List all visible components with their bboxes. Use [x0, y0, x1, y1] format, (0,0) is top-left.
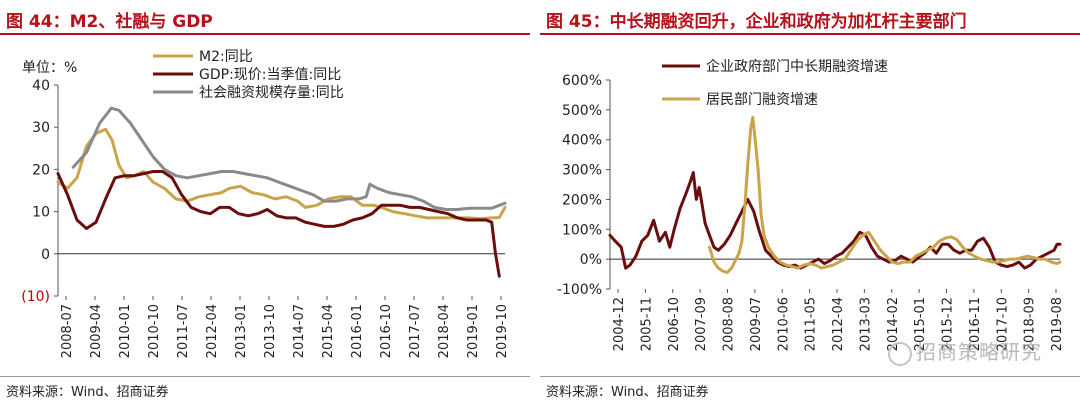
- right-title-rule: [540, 33, 1080, 35]
- x-tick-label: 2007-09: [694, 297, 709, 351]
- legend-label: 社会融资规模存量:同比: [199, 85, 344, 101]
- x-tick-label: 2013-01: [234, 304, 249, 358]
- left-source-rule: [0, 376, 530, 377]
- y-tick-label: (10): [21, 289, 50, 305]
- wechat-icon: [888, 341, 912, 366]
- left-chart-title: 图 44：M2、社融与 GDP: [6, 12, 213, 32]
- x-tick-label: 2015-01: [913, 297, 928, 351]
- legend-label: M2:同比: [199, 49, 253, 65]
- y-tick-label: 40: [32, 78, 50, 94]
- y-tick-label: 100%: [562, 222, 602, 238]
- x-tick-label: 2011-05: [804, 297, 819, 351]
- x-tick-label: 2012-04: [205, 304, 220, 358]
- y-tick-label: 0%: [580, 252, 602, 268]
- x-tick-label: 2009-07: [749, 297, 764, 351]
- watermark: 招商策略研究: [888, 336, 1042, 366]
- x-tick-label: 2016-11: [968, 297, 983, 351]
- left-chart-source: 资料来源：Wind、招商证券: [6, 385, 169, 400]
- y-tick-label: 10: [32, 205, 50, 221]
- x-tick-label: 2011-07: [176, 304, 191, 358]
- series-line-1: [608, 171, 1062, 270]
- y-tick-label: 600%: [562, 73, 602, 89]
- x-tick-label: 2010-01: [118, 304, 133, 358]
- right-source-rule: [540, 376, 1080, 377]
- legend-label: 居民部门融资增速: [706, 92, 818, 108]
- x-tick-label: 2008-08: [722, 297, 737, 351]
- x-tick-label: 2016-01: [350, 304, 365, 358]
- right-chart-source: 资料来源：Wind、招商证券: [546, 385, 709, 400]
- x-tick-label: 2017-07: [408, 304, 423, 358]
- y-tick-label: 400%: [562, 133, 602, 149]
- y-tick-label: 500%: [562, 103, 602, 119]
- x-tick-label: 2018-04: [437, 304, 452, 358]
- x-tick-label: 2006-10: [667, 297, 682, 351]
- x-tick-label: 2014-02: [886, 297, 901, 351]
- x-tick-label: 2005-11: [639, 297, 654, 351]
- x-tick-label: 2012-04: [831, 297, 846, 351]
- x-tick-label: 2019-10: [495, 304, 510, 358]
- x-tick-label: 2018-09: [1023, 297, 1038, 351]
- series-line-3: [71, 106, 507, 211]
- x-tick-label: 2016-10: [379, 304, 394, 358]
- x-tick-label: 2017-10: [995, 297, 1010, 351]
- x-tick-label: 2015-04: [321, 304, 336, 358]
- right-chart-svg: -100% 0% 100% 200% 300% 400% 500% 600% 2004-12 20…: [557, 58, 1065, 351]
- x-tick-label: 2015-12: [941, 297, 956, 351]
- right-chart-panel: 图 45：中长期融资回升，企业和政府为加杠杆主要部门 -100% 0% 100% 20…: [540, 0, 1080, 404]
- y-tick-label: 0: [41, 247, 50, 263]
- y-tick-label: 300%: [562, 163, 602, 179]
- series-line-1: [56, 127, 507, 221]
- left-title-rule: [0, 33, 530, 35]
- y-tick-label: 30: [32, 120, 50, 136]
- series-line-2: [708, 115, 1062, 275]
- x-tick-label: 2010-10: [147, 304, 162, 358]
- x-tick-label: 2013-03: [858, 297, 873, 351]
- legend-label: GDP:现价:当季值:同比: [199, 67, 341, 83]
- y-tick-label: 200%: [562, 192, 602, 208]
- x-tick-label: 2019-08: [1050, 297, 1065, 351]
- x-tick-label: 2009-04: [89, 304, 104, 358]
- y-tick-label: -100%: [557, 282, 602, 298]
- right-chart-title: 图 45：中长期融资回升，企业和政府为加杠杆主要部门: [546, 12, 967, 32]
- x-tick-label: 2019-01: [466, 304, 481, 358]
- y-tick-label: 20: [32, 162, 50, 178]
- left-chart-panel: 图 44：M2、社融与 GDP 单位：% (10) 0 10 20 30 40 2008-07…: [0, 0, 530, 404]
- x-tick-label: 2010-06: [776, 297, 791, 351]
- x-tick-label: 2013-10: [263, 304, 278, 358]
- x-tick-label: 2008-07: [60, 304, 75, 358]
- unit-label: 单位：%: [22, 60, 77, 76]
- watermark-text: 招商策略研究: [916, 340, 1042, 364]
- x-tick-label: 2004-12: [612, 297, 627, 351]
- left-chart-svg: 单位：% (10) 0 10 20 30 40 2008-07 2009-04 2010-01 20…: [21, 49, 510, 358]
- legend-label: 企业政府部门中长期融资增速: [706, 58, 888, 75]
- x-tick-label: 2014-07: [292, 304, 307, 358]
- series-line-2: [56, 170, 501, 278]
